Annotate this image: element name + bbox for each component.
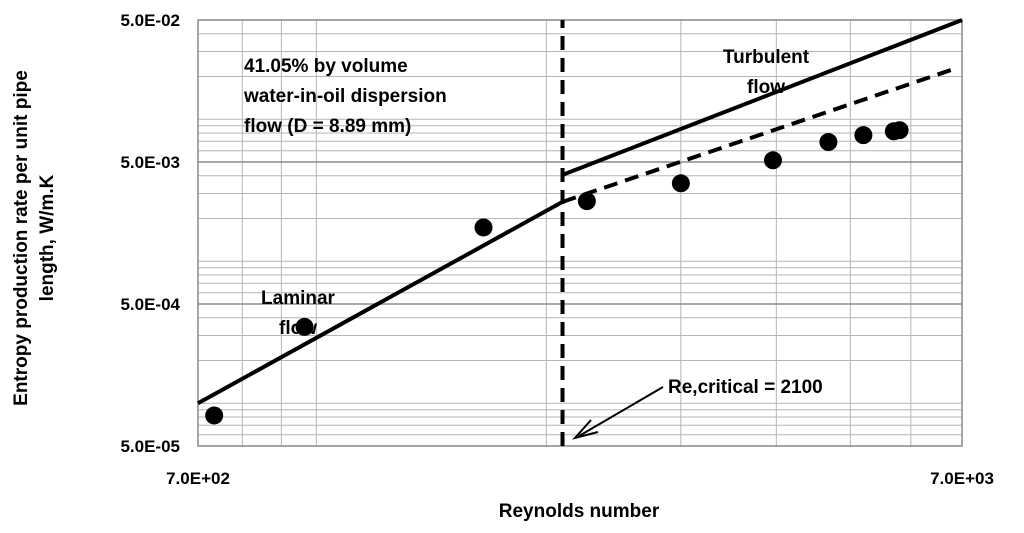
annotation-turbulent: Turbulent flow: [723, 47, 810, 98]
y-tick-label: 5.0E-04: [120, 295, 180, 314]
annotation-laminar: Laminar flow: [261, 288, 336, 339]
y-tick-labels: 5.0E-02 5.0E-03 5.0E-04 5.0E-05: [120, 11, 180, 456]
data-point: [295, 317, 314, 336]
annotation-description-line: flow (D = 8.89 mm): [244, 116, 411, 137]
annotation-turbulent-line: flow: [747, 77, 785, 98]
data-point: [474, 218, 493, 237]
data-point: [890, 121, 909, 140]
annotation-description-line: 41.05% by volume: [244, 56, 408, 77]
data-point: [671, 174, 690, 193]
annotation-turbulent-line: Turbulent: [723, 47, 810, 68]
grid-lines: [198, 20, 962, 446]
annotation-critical-label: Re,critical = 2100: [668, 377, 823, 398]
trend-line-dashed: [561, 67, 954, 204]
x-tick-label: 7.0E+03: [930, 469, 994, 488]
y-axis-label-line-2: length, W/m.K: [37, 174, 58, 301]
annotation-laminar-line: flow: [279, 318, 317, 339]
data-markers: [205, 121, 909, 425]
critical-arrow: [572, 386, 664, 440]
x-axis-label: Reynolds number: [499, 501, 660, 522]
x-tick-label: 7.0E+02: [166, 469, 230, 488]
y-tick-label: 5.0E-03: [120, 153, 180, 172]
y-tick-label: 5.0E-02: [120, 11, 180, 30]
y-axis-label-line-1: Entropy production rate per unit pipe: [11, 70, 32, 406]
plot-area-border: [197, 19, 963, 447]
annotation-description-line: water-in-oil dispersion: [243, 86, 447, 107]
trend-line-solid: [197, 200, 564, 406]
critical-arrow-shaft: [578, 386, 664, 437]
trend-lines: [197, 18, 963, 446]
data-point: [205, 406, 224, 425]
data-point: [763, 151, 782, 170]
y-tick-label: 5.0E-05: [120, 437, 180, 456]
data-point: [819, 133, 838, 152]
data-point: [854, 126, 873, 145]
trend-line-solid: [561, 18, 963, 177]
data-point: [577, 192, 596, 211]
annotation-description: 41.05% by volume water-in-oil dispersion…: [243, 56, 447, 137]
x-tick-labels: 7.0E+02 7.0E+03: [166, 469, 994, 488]
annotation-laminar-line: Laminar: [261, 288, 336, 309]
critical-arrow-head: [572, 419, 599, 440]
